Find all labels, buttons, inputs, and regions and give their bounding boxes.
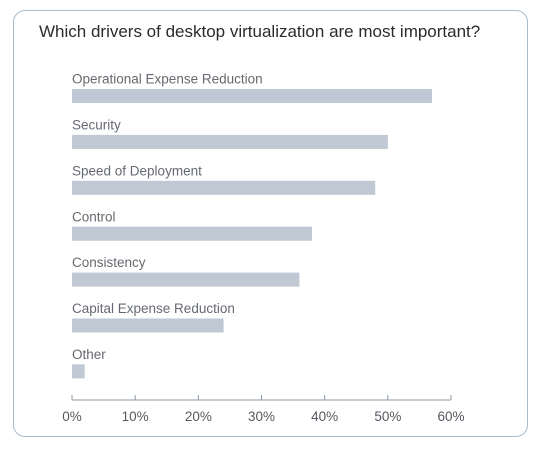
x-tick-label: 60%	[437, 409, 464, 424]
x-tick-label: 40%	[311, 409, 338, 424]
x-tick-label: 10%	[122, 409, 149, 424]
category-label: Consistency	[72, 255, 146, 270]
category-label: Capital Expense Reduction	[72, 301, 235, 316]
bar	[72, 272, 300, 287]
chart-title: Which drivers of desktop virtualization …	[39, 22, 481, 41]
category-label: Operational Expense Reduction	[72, 72, 263, 87]
x-tick-label: 50%	[374, 409, 401, 424]
category-label: Other	[72, 347, 106, 362]
bar	[72, 89, 433, 103]
bar	[72, 364, 85, 379]
x-tick-label: 30%	[248, 409, 275, 424]
bar	[72, 134, 388, 149]
bar	[72, 226, 313, 241]
chart-card	[13, 10, 528, 437]
x-tick-label: 20%	[185, 409, 212, 424]
bar	[72, 318, 224, 333]
x-tick-label: 0%	[62, 409, 82, 424]
category-label: Speed of Deployment	[72, 163, 202, 178]
category-label: Control	[72, 209, 116, 224]
bar	[72, 180, 376, 195]
category-label: Security	[72, 117, 121, 132]
